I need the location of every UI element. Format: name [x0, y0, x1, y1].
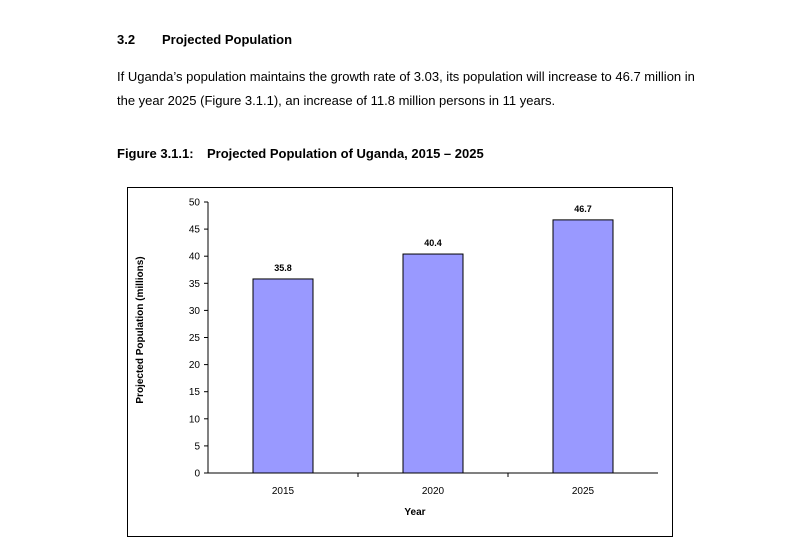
figure-title: Projected Population of Uganda, 2015 – 2…	[207, 146, 484, 161]
y-tick-label: 30	[189, 306, 201, 317]
bars	[252, 219, 614, 474]
y-tick-label: 15	[189, 387, 201, 398]
chart-frame: 0 5 10 15 20 25 30 35 40 45 50 2015 2020 2025 35.8 40…	[127, 187, 673, 537]
bar-2020	[402, 253, 464, 474]
y-tick-label: 10	[189, 414, 201, 425]
y-tick-label: 50	[189, 198, 201, 209]
x-tick-label-2025: 2025	[572, 486, 595, 497]
y-tick-label: 20	[189, 360, 201, 371]
x-axis: 2015 2020 2025	[208, 472, 658, 497]
data-label-2025: 46.7	[574, 204, 592, 214]
bar-2025	[552, 219, 614, 474]
section-title: Projected Population	[162, 32, 293, 47]
y-tick-label: 35	[189, 279, 201, 290]
data-labels: 35.8 40.4 46.7	[274, 204, 592, 273]
y-tick-label: 25	[189, 333, 201, 344]
x-tick-label-2020: 2020	[422, 486, 445, 497]
section-number: 3.2	[117, 32, 136, 47]
bar-2015	[252, 278, 314, 474]
y-axis: 0 5 10 15 20 25 30 35 40 45 50	[189, 198, 209, 480]
data-label-2015: 35.8	[274, 263, 292, 273]
data-label-2020: 40.4	[424, 238, 442, 248]
x-tick-label-2015: 2015	[272, 486, 295, 497]
y-tick-label: 5	[194, 441, 200, 452]
y-tick-label: 40	[189, 252, 201, 263]
x-axis-title: Year	[404, 507, 425, 518]
y-tick-label: 0	[194, 469, 200, 480]
section-heading: 3.2 Projected Population	[117, 32, 292, 47]
figure-caption: Figure 3.1.1: Projected Population of Uga…	[117, 146, 484, 161]
body-paragraph: If Uganda’s population maintains the gro…	[117, 65, 717, 113]
y-axis-title: Projected Population (millions)	[135, 256, 146, 403]
y-tick-label: 45	[189, 225, 201, 236]
figure-label: Figure 3.1.1:	[117, 146, 194, 161]
paragraph-line-1: If Uganda’s population maintains the gro…	[117, 69, 695, 84]
paragraph-line-2: the year 2025 (Figure 3.1.1), an increas…	[117, 93, 556, 108]
